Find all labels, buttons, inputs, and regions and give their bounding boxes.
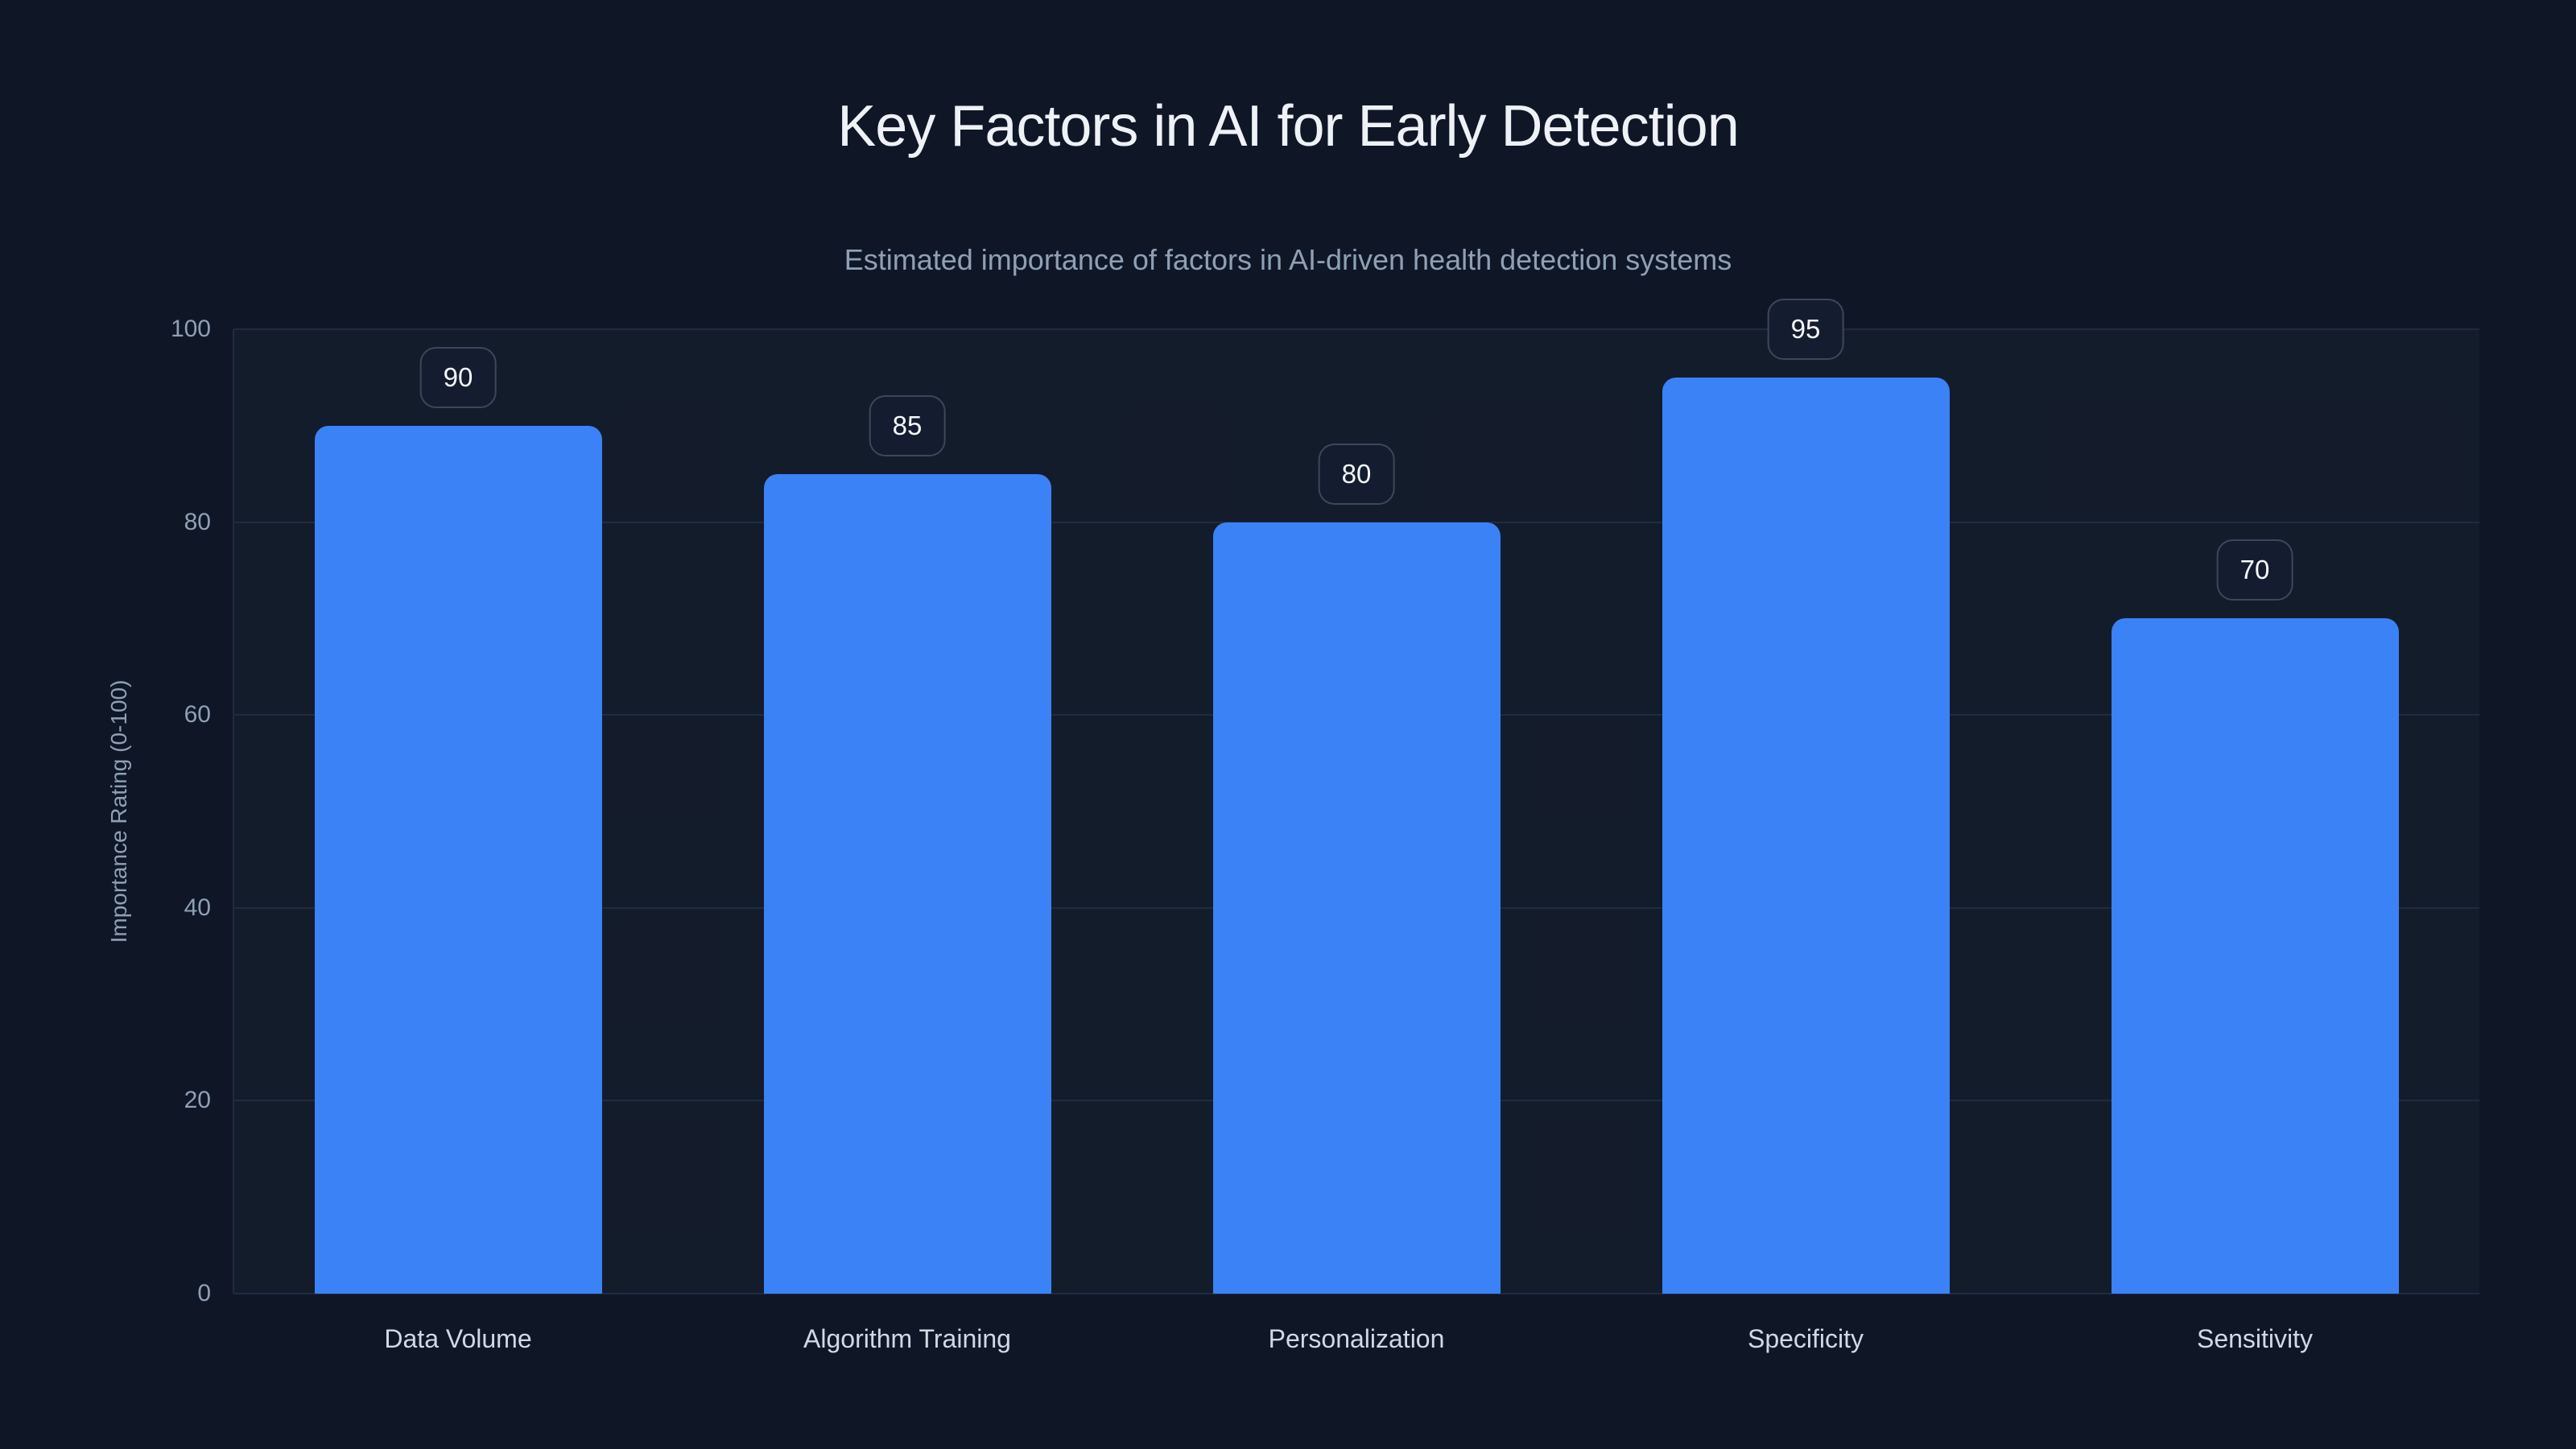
y-tick-label: 100 [170, 316, 211, 342]
x-axis-label-sensitivity: Sensitivity [2196, 1324, 2314, 1353]
x-axis-label-data-volume: Data Volume [384, 1324, 532, 1353]
gridline-0 [233, 1293, 2479, 1294]
bar-data-volume [314, 425, 602, 1294]
value-badge-algorithm-training: 85 [869, 394, 946, 456]
value-badge-specificity: 95 [1767, 298, 1844, 360]
y-tick-label: 60 [184, 701, 211, 729]
x-axis-label-specificity: Specificity [1747, 1324, 1864, 1353]
y-axis-line [233, 329, 234, 1294]
y-tick-label: 0 [197, 1280, 211, 1307]
value-badge-sensitivity: 70 [2216, 539, 2293, 601]
x-axis-label-algorithm-training: Algorithm Training [803, 1324, 1011, 1353]
bar-sensitivity [2111, 618, 2399, 1294]
value-badge-personalization: 80 [1318, 443, 1395, 505]
bar-personalization [1212, 522, 1501, 1294]
y-tick-label: 80 [184, 508, 211, 535]
value-badge-data-volume: 90 [419, 346, 497, 408]
chart-title: Key Factors in AI for Early Detection [837, 94, 1739, 159]
x-axis-label-personalization: Personalization [1268, 1324, 1445, 1353]
y-tick-label: 40 [184, 894, 211, 921]
chart-subtitle: Estimated importance of factors in AI-dr… [844, 243, 1732, 276]
gridline-100 [233, 328, 2479, 330]
bar-specificity [1662, 377, 1950, 1294]
bar-algorithm-training [763, 473, 1051, 1294]
y-tick-label: 20 [184, 1087, 211, 1114]
